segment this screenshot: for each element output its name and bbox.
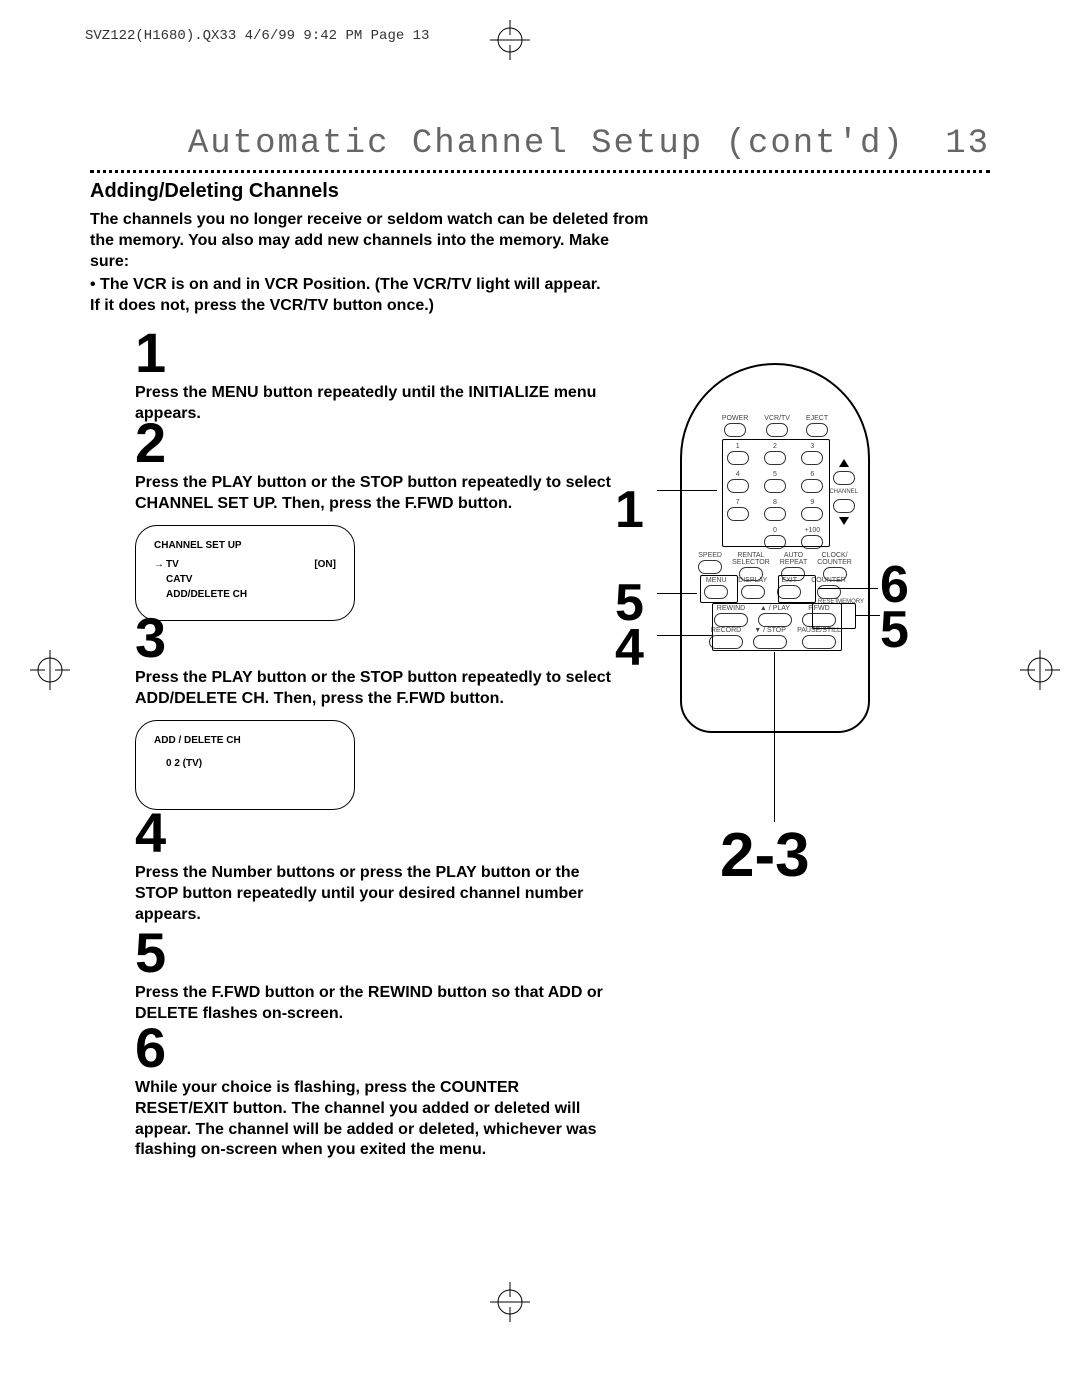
callout-4: 4 bbox=[615, 618, 644, 678]
menu-title: ADD / DELETE CH bbox=[154, 733, 336, 748]
leader-4 bbox=[657, 635, 712, 636]
channel-down-icon bbox=[839, 517, 849, 525]
menu-row: 0 2 (TV) bbox=[154, 756, 336, 771]
step-number: 5 bbox=[135, 920, 615, 985]
leader-23 bbox=[774, 652, 775, 822]
crop-mark bbox=[1020, 650, 1060, 695]
dotted-rule bbox=[90, 170, 990, 173]
hl-exit bbox=[778, 575, 816, 603]
step-text: Press the PLAY button or the STOP button… bbox=[135, 668, 615, 710]
power-button: POWER bbox=[722, 415, 748, 437]
step-5: 5 Press the F.FWD button or the REWIND b… bbox=[135, 920, 615, 1025]
hl-numpad bbox=[722, 439, 830, 547]
crop-mark bbox=[490, 20, 530, 65]
step-1: 1 Press the MENU button repeatedly until… bbox=[135, 320, 615, 425]
step-number: 4 bbox=[135, 800, 615, 865]
crop-mark bbox=[490, 1282, 530, 1327]
step-text: Press the PLAY button or the STOP button… bbox=[135, 473, 615, 515]
callout-1: 1 bbox=[615, 480, 644, 540]
step-4: 4 Press the Number buttons or press the … bbox=[135, 800, 615, 925]
page-number: 13 bbox=[945, 125, 990, 163]
step-number: 6 bbox=[135, 1015, 615, 1080]
step-text: Press the Number buttons or press the PL… bbox=[135, 863, 615, 925]
step-3: 3 Press the PLAY button or the STOP butt… bbox=[135, 605, 615, 810]
eject-button: EJECT bbox=[806, 415, 828, 437]
channel-updown: CHANNEL bbox=[829, 459, 858, 525]
remote-top-row: POWER VCR/TV EJECT bbox=[682, 415, 868, 437]
leader-6 bbox=[818, 588, 878, 589]
menu-title: CHANNEL SET UP bbox=[154, 538, 336, 553]
step-number: 2 bbox=[135, 410, 615, 475]
leader-5r bbox=[855, 615, 880, 616]
hl-menu bbox=[700, 575, 738, 603]
leader-5l bbox=[657, 593, 697, 594]
leader-1 bbox=[657, 490, 717, 491]
step-2: 2 Press the PLAY button or the STOP butt… bbox=[135, 410, 615, 621]
step-text: While your choice is flashing, press the… bbox=[135, 1078, 615, 1161]
step-number: 3 bbox=[135, 605, 615, 670]
page-title: Automatic Channel Setup (cont'd) 13 bbox=[188, 125, 990, 163]
callout-2-3: 2-3 bbox=[720, 820, 810, 891]
step-number: 1 bbox=[135, 320, 615, 385]
menu-row: CATV bbox=[154, 572, 336, 587]
vcrtv-button: VCR/TV bbox=[764, 415, 790, 437]
remote-diagram: POWER VCR/TV EJECT 1 2 3 4 5 6 7 8 9 0 +… bbox=[680, 363, 870, 733]
bullet-note: The VCR is on and in VCR Position. (The … bbox=[90, 275, 610, 317]
page-title-text: Automatic Channel Setup (cont'd) bbox=[188, 125, 905, 163]
step-6: 6 While your choice is flashing, press t… bbox=[135, 1015, 615, 1161]
hl-ffwd bbox=[812, 603, 856, 629]
page-meta: SVZ122(H1680).QX33 4/6/99 9:42 PM Page 1… bbox=[85, 28, 429, 44]
menu-panel-add-delete: ADD / DELETE CH 0 2 (TV) bbox=[135, 720, 355, 810]
callout-5-right: 5 bbox=[880, 600, 909, 660]
menu-row: →TV[ON] bbox=[154, 557, 336, 572]
channel-up-icon bbox=[839, 459, 849, 467]
intro-text: The channels you no longer receive or se… bbox=[90, 210, 650, 272]
crop-mark bbox=[30, 650, 70, 695]
section-heading: Adding/Deleting Channels bbox=[90, 180, 339, 203]
display-button: DISPLAY bbox=[738, 577, 767, 599]
menu-row: ADD/DELETE CH bbox=[154, 587, 336, 602]
